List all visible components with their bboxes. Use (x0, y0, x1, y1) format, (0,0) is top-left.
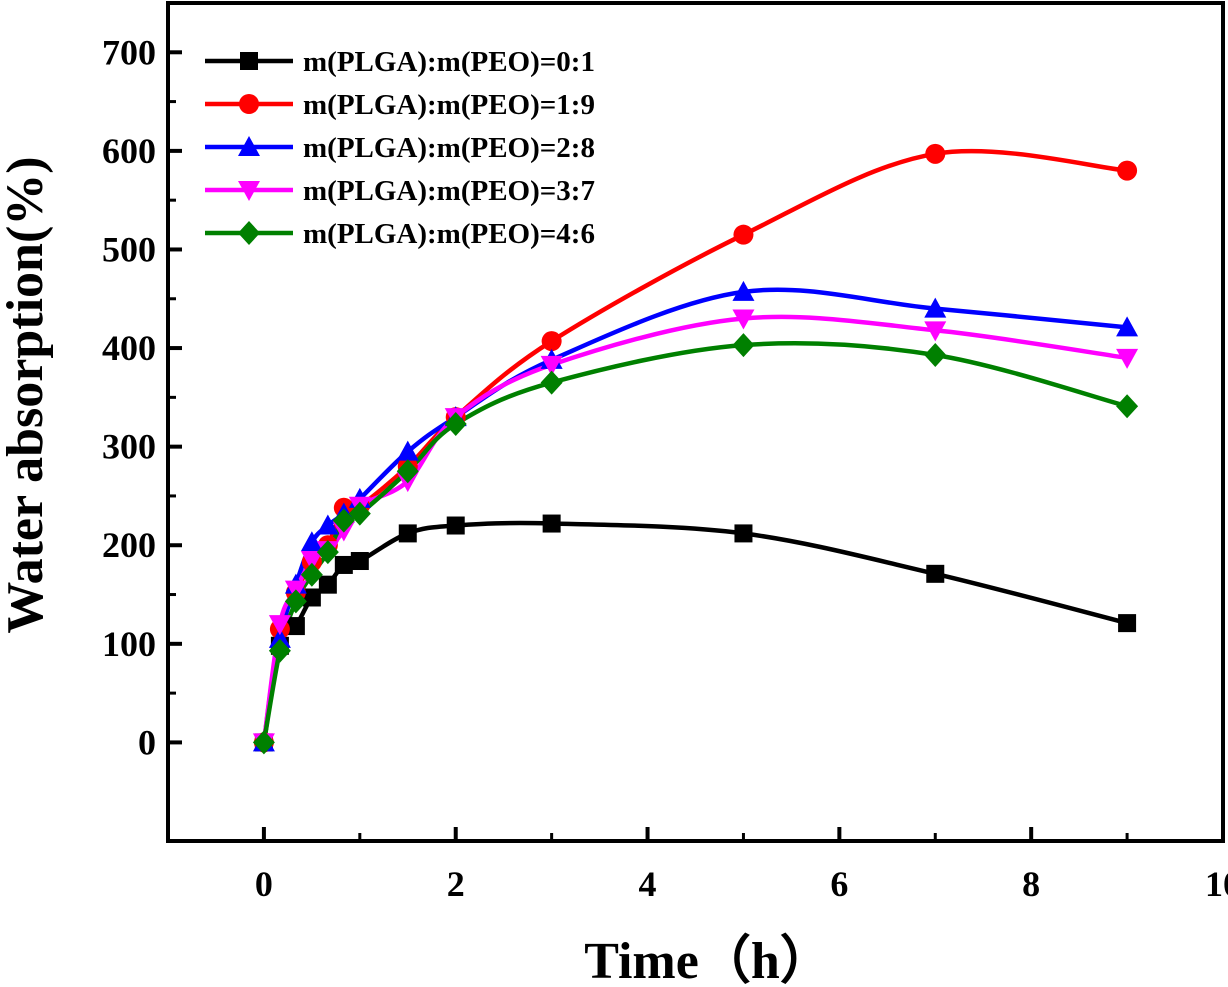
y-tick-label: 500 (102, 229, 156, 269)
y-tick-label: 300 (102, 427, 156, 467)
data-point-series-4 (300, 551, 323, 572)
data-point-series-5 (1116, 394, 1139, 419)
data-point-series-4 (268, 615, 291, 636)
legend: m(PLGA):m(PEO)=0:1 m(PLGA):m(PEO)=1:9 m(PL… (205, 46, 595, 250)
data-point-series-5 (252, 730, 275, 755)
data-point-series-3 (1116, 316, 1139, 337)
data-point-series-1 (446, 516, 465, 535)
data-point-series-2 (1117, 160, 1138, 181)
x-tick-label: 2 (447, 864, 465, 904)
legend-label: m(PLGA):m(PEO)=3:7 (303, 175, 595, 207)
data-point-series-1 (1118, 614, 1137, 633)
legend-marker (238, 136, 260, 156)
axes: 02468100100200300400500600700 (102, 32, 1228, 904)
data-point-series-2 (541, 331, 562, 352)
data-point-series-3 (300, 531, 323, 552)
legend-marker (238, 181, 260, 201)
data-point-series-1 (350, 552, 369, 571)
data-point-series-1 (398, 524, 417, 543)
data-point-series-2 (733, 224, 754, 245)
data-point-series-1 (302, 588, 321, 607)
y-tick-label: 700 (102, 32, 156, 72)
y-tick-label: 400 (102, 328, 156, 368)
data-point-series-4 (924, 321, 947, 342)
data-point-series-1 (542, 514, 561, 533)
data-point-series-3 (316, 514, 339, 535)
data-point-series-3 (396, 440, 419, 461)
data-point-series-5 (332, 508, 355, 533)
y-tick-label: 100 (102, 624, 156, 664)
series-line-1 (261, 520, 1128, 743)
legend-marker (238, 221, 260, 245)
data-point-series-3 (732, 280, 755, 301)
data-point-series-1 (318, 575, 337, 594)
x-tick-label: 8 (1022, 864, 1040, 904)
data-point-series-1 (926, 564, 945, 583)
data-point-series-1 (286, 617, 305, 636)
legend-marker (240, 52, 258, 70)
data-point-series-3 (268, 627, 291, 648)
y-tick-label: 200 (102, 525, 156, 565)
y-tick-label: 0 (138, 722, 156, 762)
data-point-series-4 (1116, 348, 1139, 369)
data-point-series-5 (396, 459, 419, 484)
data-point-series-5 (316, 540, 339, 565)
y-tick-label: 600 (102, 131, 156, 171)
data-point-series-1 (734, 524, 753, 543)
x-tick-label: 6 (830, 864, 848, 904)
data-point-series-5 (268, 638, 291, 663)
legend-label: m(PLGA):m(PEO)=4:6 (303, 218, 595, 250)
data-point-series-5 (444, 411, 467, 436)
series-line-3 (261, 287, 1128, 743)
data-point-series-4 (732, 309, 755, 330)
x-axis-title: Time（h） (584, 932, 832, 987)
data-point-series-3 (924, 297, 947, 318)
x-tick-label: 4 (639, 864, 657, 904)
data-point-series-5 (284, 589, 307, 614)
legend-label: m(PLGA):m(PEO)=1:9 (303, 89, 595, 121)
data-point-series-2 (925, 143, 946, 164)
legend-label: m(PLGA):m(PEO)=0:1 (303, 46, 595, 78)
x-tick-label: 0 (255, 864, 273, 904)
data-point-series-5 (348, 501, 371, 526)
data-point-series-5 (732, 333, 755, 358)
data-point-series-5 (540, 370, 563, 395)
y-axis-title: Water absorption(%) (0, 156, 54, 633)
data-point-series-5 (300, 562, 323, 587)
data-point-series-1 (334, 555, 353, 574)
data-point-series-4 (540, 355, 563, 376)
plot-markers (252, 143, 1139, 755)
plot-frame (166, 1, 1225, 843)
x-tick-label: 10 (1205, 864, 1228, 904)
data-point-series-5 (924, 342, 947, 367)
legend-label: m(PLGA):m(PEO)=2:8 (303, 132, 595, 164)
legend-marker (239, 94, 259, 114)
